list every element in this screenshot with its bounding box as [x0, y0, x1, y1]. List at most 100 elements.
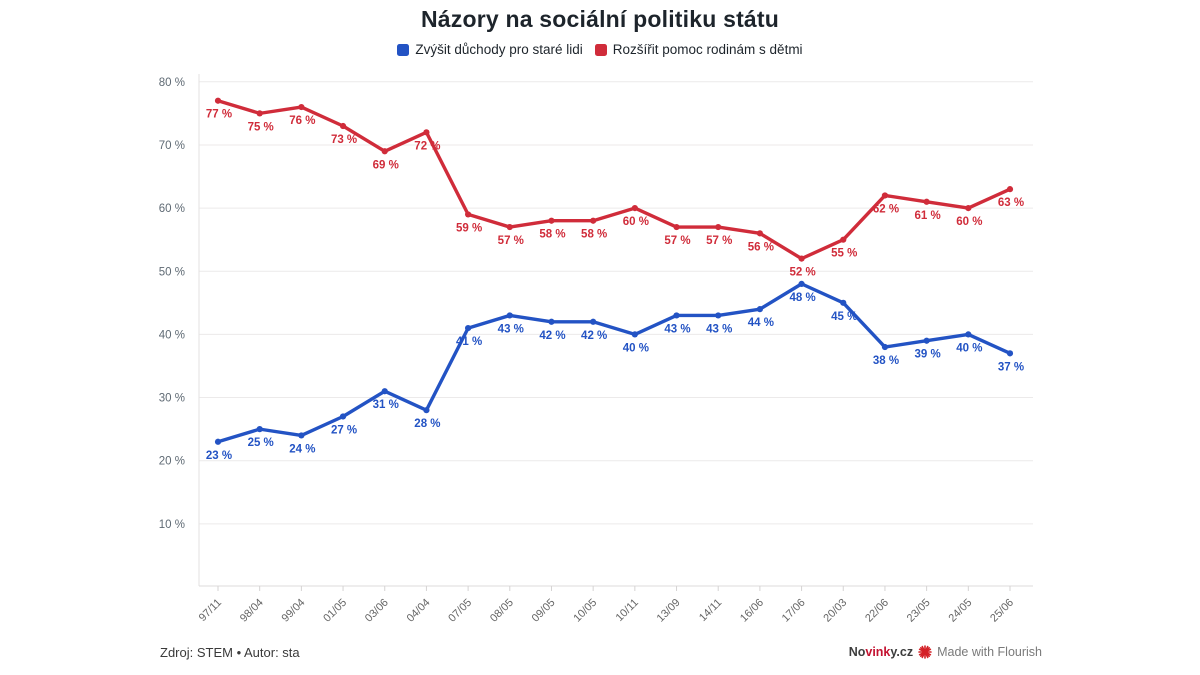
y-axis-tick-label: 10 % — [159, 519, 185, 531]
chart-title: Názory na sociální politiku státu — [420, 6, 780, 32]
data-label: 57 % — [706, 235, 732, 247]
data-point — [965, 205, 972, 212]
data-label: 27 % — [331, 424, 357, 436]
series-line-1 — [216, 282, 1012, 444]
data-label: 56 % — [748, 241, 774, 253]
x-axis-tick-label: 24/05 — [946, 597, 974, 625]
x-axis-tick-label: 99/04 — [280, 597, 308, 625]
y-axis-tick-label: 70 % — [159, 140, 185, 152]
novinky-logo-link[interactable]: Novinky.cz — [848, 645, 914, 659]
data-point — [465, 211, 472, 218]
data-label: 48 % — [789, 292, 815, 304]
x-axis-tick-label: 25/06 — [988, 597, 1016, 625]
y-axis-tick-label: 20 % — [159, 456, 185, 468]
data-point — [798, 280, 805, 287]
data-label: 62 % — [873, 203, 899, 215]
data-point — [673, 223, 680, 231]
x-axis-tick-label: 10/11 — [614, 597, 641, 624]
x-axis-tick-label: 20/03 — [821, 597, 849, 625]
data-point — [506, 312, 513, 319]
x-axis-tick-label: 98/04 — [238, 597, 266, 625]
data-point — [339, 413, 347, 420]
data-point — [256, 110, 263, 117]
legend-item-pensions[interactable]: Zvýšit důchody pro staré lidi — [397, 42, 583, 57]
data-point — [298, 103, 305, 111]
data-label: 40 % — [956, 342, 982, 354]
data-point — [756, 306, 763, 313]
data-point — [756, 230, 763, 237]
data-point — [923, 198, 930, 205]
series-line-0 — [216, 99, 1012, 261]
y-axis-tick-label: 60 % — [159, 203, 185, 215]
data-point — [381, 148, 388, 155]
data-label: 52 % — [789, 267, 815, 279]
data-point — [965, 331, 972, 338]
x-axis-tick-label: 07/05 — [446, 597, 474, 625]
data-point — [548, 318, 555, 325]
y-axis-tick-label: 30 % — [159, 393, 185, 405]
x-axis-tick-label: 97/11 — [197, 597, 224, 624]
data-point — [673, 312, 680, 319]
data-point — [298, 432, 305, 439]
data-label: 40 % — [623, 342, 649, 354]
x-axis-tick-label: 10/05 — [571, 597, 599, 625]
x-axis-tick-label: 08/05 — [488, 597, 516, 625]
data-point — [548, 217, 555, 224]
data-point — [881, 343, 889, 351]
data-point — [881, 192, 889, 199]
data-point — [631, 205, 638, 212]
data-label: 43 % — [498, 323, 524, 335]
data-label: 72 % — [414, 140, 440, 152]
legend-item-families[interactable]: Rozšířit pomoc rodinám s dětmi — [594, 42, 803, 57]
legend-swatch-blue — [397, 43, 410, 56]
x-axis-tick-label: 16/06 — [738, 597, 766, 625]
data-label: 42 % — [581, 330, 607, 342]
made-with-flourish-link[interactable]: Made with Flourish — [937, 645, 1042, 659]
data-label: 39 % — [915, 349, 941, 361]
data-point — [465, 324, 472, 332]
footer-credit: Novinky.cz Made with Flourish — [849, 645, 1042, 659]
data-label: 37 % — [998, 361, 1024, 373]
data-label: 25 % — [248, 437, 274, 449]
data-label: 28 % — [414, 418, 440, 430]
data-point — [423, 407, 430, 414]
data-point — [214, 438, 222, 445]
data-point — [339, 122, 347, 130]
x-axis-tick-label: 17/06 — [780, 597, 808, 625]
data-point — [1006, 186, 1014, 193]
x-axis-tick-label: 14/11 — [697, 597, 724, 624]
y-axis-tick-label: 80 % — [159, 77, 185, 89]
data-point — [590, 318, 597, 325]
data-point — [798, 255, 805, 262]
data-label: 77 % — [206, 109, 232, 121]
x-axis-tick-label: 09/05 — [530, 597, 558, 625]
x-axis-tick-label: 03/06 — [363, 597, 391, 625]
data-label: 63 % — [998, 197, 1024, 209]
data-label: 57 % — [498, 235, 524, 247]
data-point — [715, 223, 722, 231]
data-point — [423, 129, 430, 136]
data-point — [256, 426, 263, 433]
data-label: 43 % — [706, 323, 732, 335]
legend-swatch-red — [594, 43, 607, 56]
data-label: 24 % — [289, 443, 315, 455]
data-point — [214, 97, 222, 104]
data-label: 23 % — [206, 450, 232, 462]
x-axis-tick-label: 22/06 — [863, 597, 891, 625]
data-point — [715, 312, 722, 319]
x-axis-tick-label: 04/04 — [405, 597, 433, 625]
data-point — [506, 223, 513, 231]
data-label: 69 % — [373, 159, 399, 171]
data-label: 44 % — [748, 317, 774, 329]
data-point — [1006, 350, 1014, 357]
data-point — [840, 299, 847, 306]
data-point — [631, 331, 638, 338]
data-point — [381, 388, 388, 395]
x-axis-tick-label: 13/09 — [655, 597, 683, 625]
x-axis-tick-label: 23/05 — [905, 597, 933, 625]
data-label: 42 % — [539, 330, 565, 342]
chart-legend: Zvýšit důchody pro staré lidi Rozšířit p… — [0, 42, 1200, 57]
y-axis-tick-label: 50 % — [159, 266, 185, 278]
starburst-icon — [918, 645, 932, 659]
